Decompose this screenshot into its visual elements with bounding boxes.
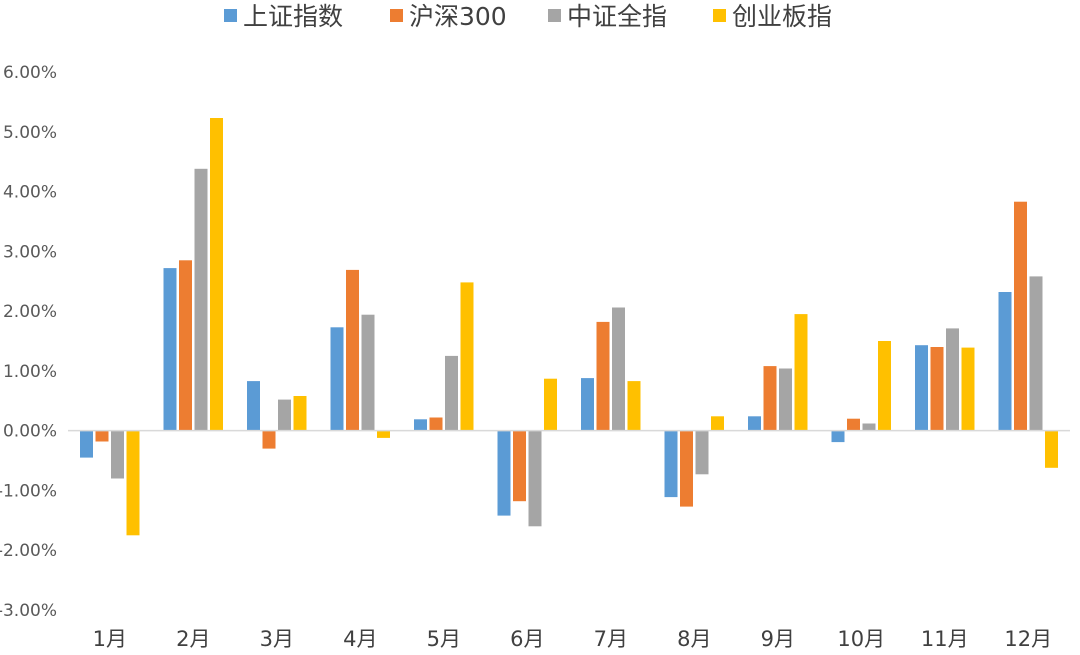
y-tick-label: 1.00% [3,362,57,382]
legend-swatch [713,9,726,22]
bar [377,430,390,438]
bar [330,327,344,431]
bar [961,347,975,431]
bar [711,416,724,431]
y-tick-label: 5.00% [3,123,57,143]
bar [247,381,260,431]
legend-swatch [548,9,561,22]
bar [513,430,526,502]
y-tick-label: -1.00% [0,481,57,501]
y-axis: 6.00% 5.00% 4.00% 3.00% 2.00% 1.00% 0.00% -1.00… [0,63,57,621]
bar [612,307,625,431]
bars [80,118,1058,536]
x-tick-label: 12月 [1004,627,1052,651]
x-tick-label: 7月 [594,627,628,651]
bar [126,430,140,536]
bar [627,381,641,431]
bar [596,321,610,431]
x-tick-label: 10月 [837,627,885,651]
bar [445,355,458,431]
legend-label: 中证全指 [567,2,667,31]
bar [695,430,709,475]
x-tick-label: 4月 [343,627,377,651]
bar [748,416,761,431]
y-tick-label: 4.00% [3,183,57,203]
legend-swatch [390,9,403,22]
bar [210,118,223,431]
legend: 上证指数 沪深300 中证全指 创业板指 [224,2,832,31]
bar [544,378,557,431]
bar [581,378,594,431]
bar [763,366,777,431]
bar [1014,201,1027,431]
bar [915,345,928,431]
x-tick-label: 3月 [260,627,294,651]
bar [414,419,427,431]
x-tick-label: 8月 [677,627,711,651]
y-tick-label: 3.00% [3,242,57,262]
legend-label: 上证指数 [243,2,343,31]
bar [497,430,511,516]
x-tick-label: 6月 [510,627,544,651]
legend-swatch [224,9,237,22]
bar [831,430,845,443]
bar [794,314,808,431]
bar [429,417,443,431]
bar [95,430,109,442]
x-tick-label: 9月 [761,627,795,651]
bar [346,269,359,431]
x-tick-label: 5月 [427,627,461,651]
bar [163,268,177,431]
y-tick-label: 6.00% [3,63,57,83]
bar [930,347,944,431]
y-tick-label: 0.00% [3,422,57,442]
legend-label: 创业板指 [732,2,832,31]
bar [460,282,474,431]
bar [1029,276,1043,431]
bar [878,341,891,431]
x-axis: 1月 2月 3月 4月 5月 6月 7月 8月 9月 10月 11月 12月 [93,627,1053,651]
bar [111,430,124,479]
legend-label: 沪深300 [409,2,507,31]
bar [80,430,93,458]
bar [847,418,860,431]
bar [946,328,959,431]
y-tick-label: 2.00% [3,302,57,322]
bar [528,430,542,527]
bar [862,423,876,431]
bar [278,399,291,431]
bar [998,292,1012,431]
bar [361,314,375,431]
bar [680,430,693,507]
x-tick-label: 11月 [921,627,969,651]
x-tick-label: 1月 [93,627,127,651]
bar [293,396,307,431]
bar [1045,430,1058,468]
bar [779,368,792,431]
bar [179,260,192,431]
y-tick-label: -2.00% [0,541,57,561]
x-tick-label: 2月 [176,627,210,651]
bar [194,168,208,431]
bar [262,430,276,449]
bar [664,430,678,498]
y-tick-label: -3.00% [0,601,57,621]
